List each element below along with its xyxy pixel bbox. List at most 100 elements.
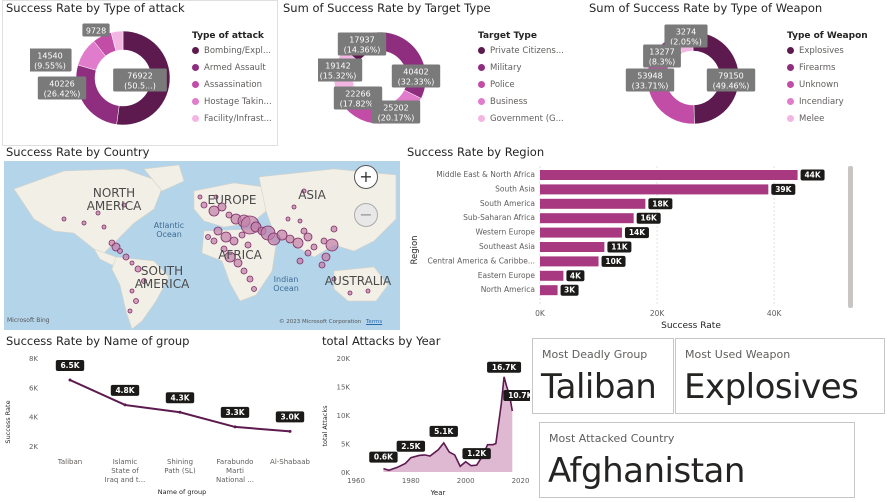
map-bubble[interactable]	[217, 202, 227, 212]
map-bubble[interactable]	[127, 308, 133, 314]
region-bar[interactable]	[540, 242, 605, 252]
map-bubble[interactable]	[129, 260, 135, 266]
legend-item[interactable]: Incendiary	[787, 93, 844, 110]
donut-slice[interactable]	[116, 30, 171, 126]
map-bubble[interactable]	[244, 241, 252, 249]
map-bubble[interactable]	[213, 194, 219, 200]
map-bubble[interactable]	[141, 278, 147, 284]
group-point[interactable]	[233, 425, 237, 429]
map-bubble[interactable]	[240, 267, 248, 275]
region-bar-chart[interactable]: 0K 20K 40K Middle East & North Africa 44K Sou…	[404, 160, 864, 332]
group-point[interactable]	[288, 429, 292, 433]
legend-item[interactable]: Assassination	[192, 76, 272, 93]
group-point[interactable]	[123, 403, 127, 407]
group-point[interactable]	[178, 410, 182, 414]
legend-item[interactable]: Business	[478, 93, 564, 110]
region-bar[interactable]	[540, 184, 769, 195]
map-bubble[interactable]	[303, 232, 313, 242]
map-bubble[interactable]	[129, 288, 135, 294]
map-bubble[interactable]	[220, 245, 228, 253]
map-bubble[interactable]	[301, 188, 307, 194]
legend-item[interactable]: Military	[478, 59, 564, 76]
map-bubble[interactable]	[61, 216, 67, 222]
map-bubble[interactable]	[229, 236, 239, 246]
legend-item[interactable]: Facility/Infrast...	[192, 110, 272, 127]
map-bubble[interactable]	[292, 237, 304, 249]
map-bubble[interactable]	[210, 237, 218, 245]
region-bar[interactable]	[540, 256, 599, 267]
region-bar[interactable]	[540, 285, 558, 296]
map-bubble[interactable]	[81, 220, 87, 226]
zoom-in-button[interactable]: +	[354, 165, 378, 189]
map-bubble[interactable]	[365, 288, 371, 294]
weapon-donut[interactable]: 3274(2.05%)13277(8.3%)53948(33.71%)79150…	[618, 16, 788, 140]
map-bubble[interactable]	[197, 194, 203, 200]
year-area[interactable]	[383, 376, 513, 472]
group-point[interactable]	[68, 378, 72, 382]
attack-donut[interactable]: 9728 14540(9.55%) 40226(26.42%) 76922(50.5.…	[30, 16, 200, 140]
map-bubble[interactable]	[224, 251, 236, 263]
legend-item[interactable]: Armed Assault	[192, 59, 272, 76]
data-label: 53948(33.71%)	[625, 68, 675, 92]
country-map[interactable]: NORTH AMERICA EUROPE ASIA AFRICA SOUTH AME…	[4, 161, 400, 330]
legend-item[interactable]: Firearms	[787, 59, 844, 76]
map-terms-link[interactable]: Terms	[366, 319, 383, 325]
map-bubble[interactable]	[321, 252, 331, 262]
region-bar[interactable]	[540, 227, 622, 238]
map-bubble[interactable]	[300, 227, 308, 235]
map-bubble[interactable]	[225, 211, 233, 219]
map-bubble[interactable]	[246, 275, 254, 283]
region-bar[interactable]	[540, 170, 798, 180]
legend-item[interactable]: Hostage Takin...	[192, 93, 272, 110]
map-bubble[interactable]	[318, 261, 326, 269]
legend-item[interactable]: Bombing/Expl...	[192, 42, 272, 59]
map-bubble[interactable]	[251, 286, 257, 292]
map-bubble[interactable]	[95, 210, 101, 216]
map-bubble[interactable]	[233, 258, 243, 268]
map-bubble[interactable]	[296, 257, 304, 265]
region-bar[interactable]	[540, 213, 634, 224]
target-donut[interactable]: 17937(14.36%)19142(15.32%)22266(17.82%) 2…	[318, 16, 488, 140]
map-bubble[interactable]	[276, 229, 288, 241]
donut-slice[interactable]	[110, 30, 124, 52]
region-bar[interactable]	[540, 198, 646, 209]
legend-label: Police	[490, 79, 515, 90]
map-bubble[interactable]	[285, 234, 295, 244]
legend-item[interactable]: Police	[478, 76, 564, 93]
map-bubble[interactable]	[291, 204, 297, 210]
map-bubble[interactable]	[121, 202, 127, 208]
map-bubble[interactable]	[220, 231, 232, 243]
map-bubble[interactable]	[208, 205, 220, 217]
year-line[interactable]	[383, 376, 514, 472]
map-bubble[interactable]	[297, 218, 303, 224]
map-bubble[interactable]	[325, 238, 339, 252]
map-bubble[interactable]	[238, 231, 246, 239]
map-bubble[interactable]	[320, 237, 328, 245]
map-bubble[interactable]	[101, 224, 107, 230]
map-bubble[interactable]	[285, 216, 291, 222]
map-bubble[interactable]	[330, 225, 338, 233]
map-bubble[interactable]	[310, 243, 318, 251]
region-bar[interactable]	[540, 270, 564, 281]
map-bubble[interactable]	[133, 298, 139, 304]
map-bubble[interactable]	[117, 248, 123, 254]
map-bubble[interactable]	[347, 290, 353, 296]
map-bubble[interactable]	[122, 253, 130, 261]
legend-item[interactable]: Explosives	[787, 42, 844, 59]
legend-item[interactable]: Private Citizens...	[478, 42, 564, 59]
data-label-text: (15.32%)	[320, 72, 357, 81]
legend-item[interactable]: Unknown	[787, 76, 844, 93]
map-bubble[interactable]	[200, 201, 208, 209]
legend-item[interactable]: Government (G...	[478, 110, 564, 127]
map-bubble[interactable]	[331, 276, 337, 282]
map-bubble[interactable]	[134, 265, 142, 273]
map-bubble[interactable]	[213, 226, 223, 236]
map-bubble[interactable]	[304, 249, 312, 257]
zoom-out-button[interactable]: −	[354, 203, 378, 227]
donut-slice[interactable]	[692, 31, 740, 125]
group-line[interactable]	[69, 379, 291, 433]
map-bubble[interactable]	[205, 234, 211, 240]
legend-item[interactable]: Melee	[787, 110, 844, 127]
